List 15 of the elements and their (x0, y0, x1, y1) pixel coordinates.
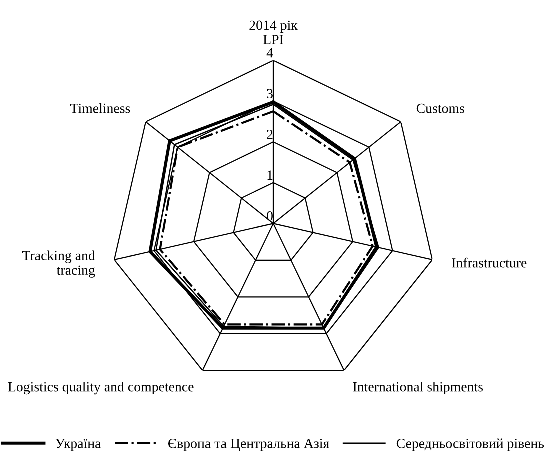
y-tick-label: 1 (268, 170, 273, 180)
chart-title: 2014 рік (250, 20, 298, 33)
y-tick-label: 4 (266, 48, 274, 58)
y-tick-label: 3 (267, 89, 273, 99)
y-tick-label: 2 (267, 130, 273, 140)
spoke-label: Logistics quality and competence (8, 382, 194, 395)
spoke-label: International shipments (353, 382, 484, 395)
spoke-label: Tracking and tracing (22, 250, 96, 278)
spoke-label: Timeliness (70, 103, 130, 114)
spoke-label: LPI (263, 35, 284, 44)
spoke-label: Customs (416, 104, 464, 114)
legend-label: Середньосвітовий рівень (396, 438, 544, 452)
spoke-label: Infrastructure (452, 258, 527, 268)
legend-label: Україна (56, 439, 102, 452)
legend-label: Європа та Центральна Азія (168, 439, 330, 452)
